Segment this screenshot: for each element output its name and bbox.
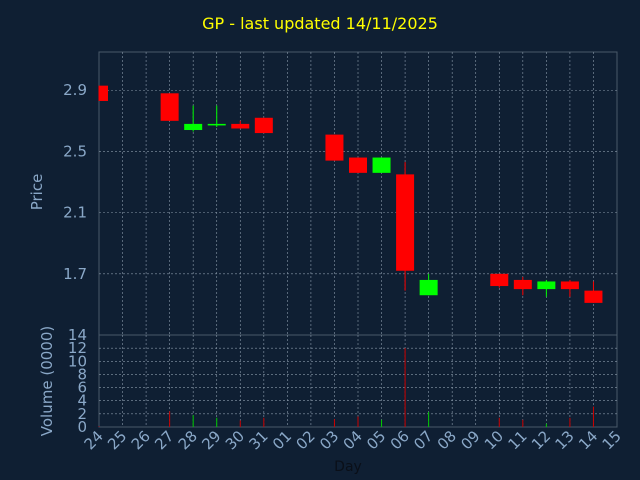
x-tick-label: 12 [528, 427, 554, 453]
volume-tick-label: 4 [77, 392, 87, 410]
x-tick-label: 26 [128, 427, 154, 453]
x-tick-label: 15 [599, 427, 625, 453]
x-axis: 2425262728293031010203040506070809101112… [81, 427, 625, 453]
volume-tick-label: 2 [77, 405, 87, 423]
price-tick-label: 2.9 [63, 81, 87, 99]
x-tick-label: 30 [222, 427, 248, 453]
x-tick-label: 02 [293, 427, 319, 453]
candle-body [537, 281, 556, 290]
candle-body [584, 290, 603, 303]
volume-tick-label: 6 [77, 379, 87, 397]
x-tick-label: 08 [434, 427, 460, 453]
volume-tick-label: 0 [77, 418, 87, 436]
price-tick-label: 2.5 [63, 142, 87, 160]
candle-body [207, 123, 226, 126]
x-tick-label: 13 [552, 427, 578, 453]
x-tick-label: 27 [151, 427, 177, 453]
x-tick-label: 14 [575, 427, 601, 453]
price-axis-label: Price [28, 174, 46, 211]
x-tick-label: 07 [410, 427, 436, 453]
candle-body [349, 157, 367, 173]
x-tick-label: 09 [457, 427, 483, 453]
candle-body [419, 279, 438, 296]
volume-tick-label: 8 [77, 365, 87, 383]
x-tick-label: 10 [481, 427, 507, 453]
x-tick-label: 25 [104, 427, 130, 453]
candle-body [513, 279, 532, 290]
volume-axis-label: Volume (0000) [38, 326, 56, 436]
volume-tick-label: 10 [68, 352, 87, 370]
candle-body [160, 93, 179, 121]
x-tick-label: 05 [363, 427, 389, 453]
candle-body [490, 273, 509, 287]
chart-title: GP - last updated 14/11/2025 [202, 14, 438, 33]
x-tick-label: 11 [504, 427, 530, 453]
x-tick-label: 31 [245, 427, 271, 453]
candle-body [99, 85, 108, 101]
candle-body [560, 281, 579, 290]
price-tick-label: 1.7 [63, 265, 87, 283]
candle-body [231, 123, 250, 129]
x-axis-label: Day [334, 459, 362, 475]
candle-body [372, 157, 391, 173]
x-tick-label: 04 [340, 427, 366, 453]
x-tick-label: 28 [175, 427, 201, 453]
x-tick-label: 03 [316, 427, 342, 453]
price-tick-label: 2.1 [63, 204, 87, 222]
volume-tick-label: 12 [68, 339, 87, 357]
price-panel: 1.7 2.1 2.5 2.9 [63, 51, 618, 336]
candle-body [184, 123, 203, 131]
x-tick-label: 01 [269, 427, 295, 453]
candle-body [396, 174, 415, 271]
volume-tick-label: 14 [68, 326, 87, 344]
candle-body [254, 117, 273, 134]
candle-body [325, 134, 344, 161]
x-tick-label: 29 [198, 427, 224, 453]
x-tick-label: 06 [387, 427, 413, 453]
